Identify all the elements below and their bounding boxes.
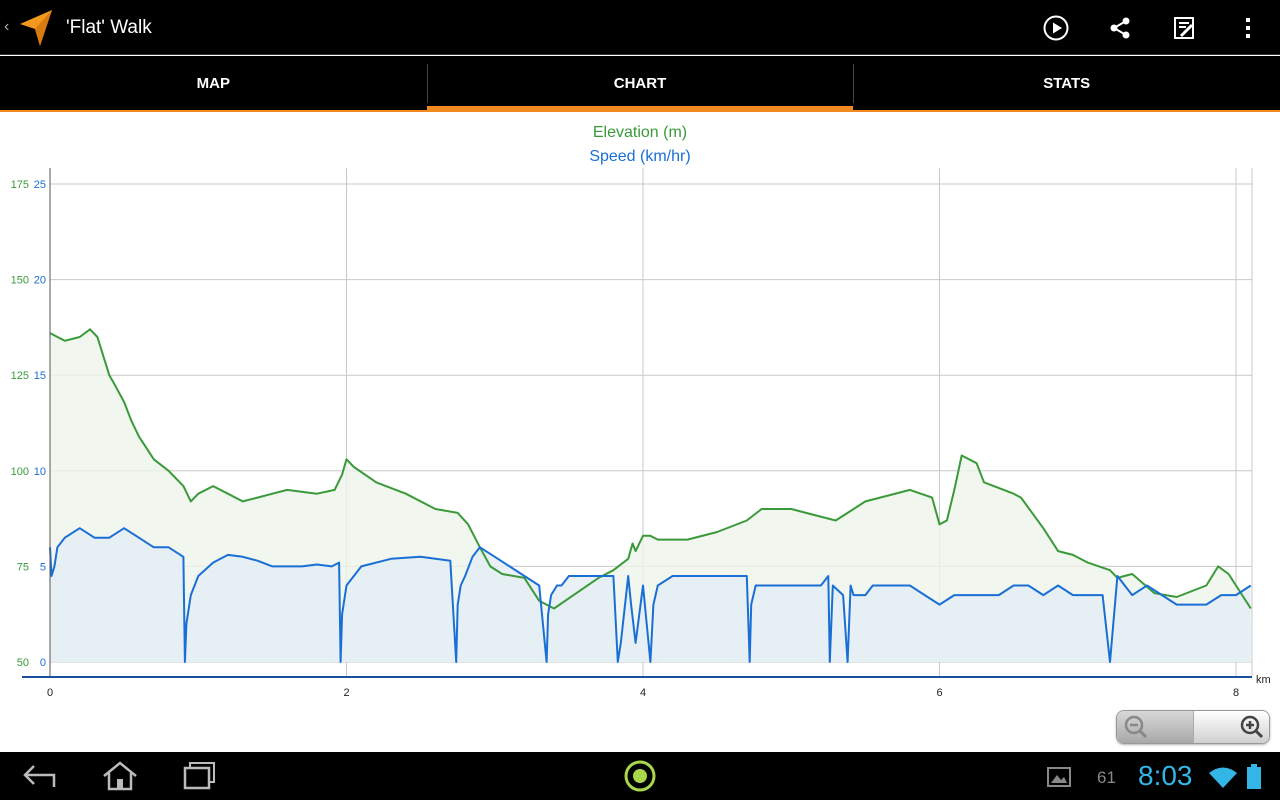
zoom-out-icon: [1124, 715, 1148, 739]
zoom-control: [1116, 710, 1270, 744]
play-icon: [1043, 15, 1069, 41]
y-left-tick-label: 125: [11, 370, 29, 382]
y-right-tick-label: 15: [34, 370, 46, 382]
y-left-tick-label: 50: [17, 657, 29, 669]
x-tick-label: 4: [640, 687, 646, 699]
y-right-tick-label: 20: [34, 275, 46, 287]
action-bar: ‹ 'Flat' Walk: [0, 0, 1280, 55]
app-status-icon: [624, 760, 656, 792]
wifi-icon: [1209, 767, 1237, 788]
tab-stats[interactable]: STATS: [853, 56, 1280, 111]
tab-underline: [0, 110, 1280, 112]
back-button[interactable]: [18, 758, 62, 794]
tab-label: MAP: [196, 75, 230, 92]
y-left-tick-label: 175: [11, 179, 29, 191]
y-left-tick-label: 100: [11, 466, 29, 478]
share-icon: [1110, 17, 1130, 39]
tab-label: CHART: [613, 75, 667, 92]
overflow-menu-icon: [1246, 18, 1250, 38]
tab-bar: MAP CHART STATS: [0, 56, 1280, 111]
x-unit-label: km: [1256, 674, 1271, 686]
overflow-menu-button[interactable]: [1232, 12, 1264, 44]
tab-chart[interactable]: CHART: [426, 56, 854, 111]
elevation-series-area: [50, 329, 1251, 662]
clock: 8:03: [1138, 760, 1193, 791]
x-tick-label: 8: [1233, 687, 1239, 699]
system-nav-bar: [0, 752, 1280, 800]
y-right-tick-label: 10: [34, 466, 46, 478]
x-tick-label: 2: [343, 687, 349, 699]
home-icon: [103, 761, 137, 791]
gallery-icon: [1047, 767, 1071, 787]
speed-series-area: [50, 528, 1251, 662]
chart-title: Elevation (m): [592, 124, 688, 141]
x-tick-label: 6: [936, 687, 942, 699]
speed-series-line: [49, 527, 1252, 663]
navigation-arrow-icon[interactable]: [16, 8, 56, 48]
chart-subtitle: Speed (km/hr): [589, 148, 691, 165]
back-icon: [23, 765, 56, 787]
share-button[interactable]: [1104, 12, 1136, 44]
elevation-speed-chart[interactable]: 50 75 100 125 150 175 0 5 10 15 20 25 0 2 4 6 8 km: [0, 112, 1280, 702]
y-left-tick-label: 150: [11, 275, 29, 287]
y-right-tick-label: 0: [40, 657, 46, 669]
y-right-tick-label: 5: [40, 561, 46, 573]
home-button[interactable]: [98, 758, 142, 794]
zoom-in-icon: [1240, 715, 1264, 739]
play-button[interactable]: [1040, 12, 1072, 44]
app-status-button[interactable]: [618, 758, 662, 794]
back-chevron-icon[interactable]: ‹: [4, 18, 10, 35]
x-tick-label: 0: [47, 687, 53, 699]
zoom-in-button[interactable]: [1193, 711, 1269, 743]
recent-apps-icon: [183, 762, 215, 790]
tab-map[interactable]: MAP: [0, 56, 427, 111]
edit-button[interactable]: [1168, 12, 1200, 44]
notification-count: 61: [1097, 768, 1116, 787]
recent-apps-button[interactable]: [178, 758, 222, 794]
edit-icon: [1174, 17, 1194, 39]
y-right-tick-label: 25: [34, 179, 46, 191]
zoom-out-button[interactable]: [1117, 711, 1193, 743]
y-left-tick-label: 75: [17, 561, 29, 573]
elevation-series-line: [49, 328, 1252, 610]
tab-label: STATS: [1043, 75, 1091, 92]
page-title: 'Flat' Walk: [66, 17, 152, 38]
battery-icon: [1247, 764, 1261, 789]
